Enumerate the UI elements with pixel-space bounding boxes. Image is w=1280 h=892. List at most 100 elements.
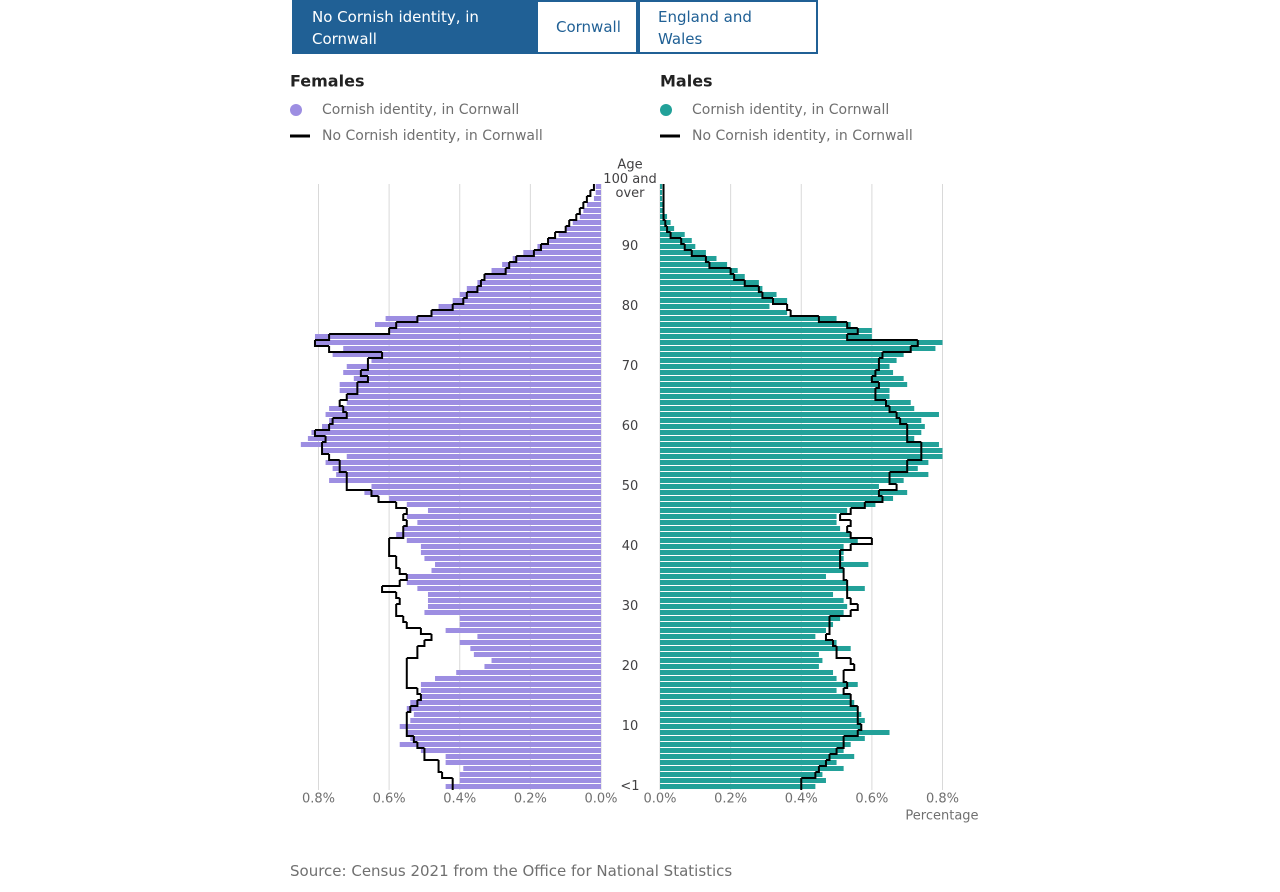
bar <box>660 586 865 591</box>
panel-title: Males <box>660 72 713 91</box>
step-line <box>419 628 432 635</box>
tab[interactable]: No Cornish identity, in Cornwall <box>292 0 537 54</box>
step-line <box>360 364 369 371</box>
step-line <box>875 382 880 389</box>
bar <box>660 742 851 747</box>
step-line <box>452 298 465 305</box>
bar <box>406 706 601 711</box>
bar <box>353 376 601 381</box>
step-line <box>313 430 326 437</box>
step-line <box>850 502 866 509</box>
bar <box>410 700 601 705</box>
bar <box>459 292 601 297</box>
bar <box>660 352 904 357</box>
step-line <box>757 286 763 293</box>
bar <box>660 430 922 435</box>
bar <box>329 418 601 423</box>
x-tick-label: 0.6% <box>373 792 406 807</box>
x-tick-label: 0.0% <box>584 792 617 807</box>
bar <box>473 652 601 657</box>
step-line <box>772 298 788 305</box>
bar <box>470 646 601 651</box>
bar <box>325 460 601 465</box>
step-line <box>850 538 873 545</box>
step-line <box>569 214 578 221</box>
tab[interactable]: Cornwall <box>536 0 638 54</box>
bar <box>660 760 837 765</box>
step-line <box>406 706 412 713</box>
bar <box>660 382 908 387</box>
bar <box>332 466 601 471</box>
bar <box>660 370 894 375</box>
bar <box>406 538 601 543</box>
legend-label: Cornish identity, in Cornwall <box>322 102 519 118</box>
bar <box>660 244 696 249</box>
bar <box>537 244 601 249</box>
bar <box>491 268 601 273</box>
bar <box>427 592 601 597</box>
bar <box>459 778 601 783</box>
step-line <box>836 742 845 749</box>
bar <box>459 622 601 627</box>
bar <box>660 592 834 597</box>
step-line <box>846 322 858 329</box>
step-line <box>889 466 909 473</box>
step-line <box>888 406 897 413</box>
step-line <box>680 238 685 245</box>
step-line <box>815 766 820 773</box>
step-line <box>565 220 571 227</box>
bar <box>389 328 601 333</box>
bar <box>660 424 925 429</box>
bar <box>311 430 601 435</box>
y-tick-label: 100 and over <box>603 172 657 201</box>
bar <box>491 658 601 663</box>
step-line <box>818 760 827 767</box>
bar <box>660 286 763 291</box>
step-line <box>825 628 831 635</box>
step-line <box>895 412 901 419</box>
bar <box>660 418 922 423</box>
step-line <box>516 250 535 257</box>
bar <box>346 364 601 369</box>
y-tick-label: 10 <box>621 719 639 734</box>
legend-swatch <box>290 104 302 116</box>
step-line <box>405 730 414 737</box>
bar <box>466 286 601 291</box>
legend-label: Cornish identity, in Cornwall <box>692 102 889 118</box>
step-line <box>843 730 859 737</box>
step-line <box>395 610 404 617</box>
step-line <box>849 598 858 605</box>
bar <box>660 532 851 537</box>
step-line <box>840 544 852 551</box>
bar <box>445 784 601 789</box>
y-tick-label: 40 <box>621 539 639 554</box>
bar <box>420 544 601 549</box>
bar <box>660 748 844 753</box>
step-line <box>403 508 408 515</box>
bar <box>389 496 601 501</box>
step-line <box>382 580 401 587</box>
bar <box>424 610 601 615</box>
step-line <box>832 640 837 647</box>
tab[interactable]: England and Wales <box>638 0 818 54</box>
bar <box>660 328 872 333</box>
step-line <box>345 484 372 491</box>
bar <box>660 400 911 405</box>
step-line <box>842 676 848 683</box>
bar <box>660 730 890 735</box>
bar <box>459 616 601 621</box>
bar <box>660 652 819 657</box>
bar <box>660 184 663 189</box>
bar <box>660 520 837 525</box>
step-line <box>338 466 347 473</box>
y-tick-label: 60 <box>621 419 639 434</box>
bar <box>336 472 601 477</box>
bar <box>406 502 601 507</box>
step-line <box>825 754 831 761</box>
step-line <box>321 448 330 455</box>
step-line <box>882 346 912 353</box>
bar <box>660 472 929 477</box>
step-line <box>398 568 407 575</box>
step-line <box>888 478 897 485</box>
step-line <box>690 250 706 257</box>
